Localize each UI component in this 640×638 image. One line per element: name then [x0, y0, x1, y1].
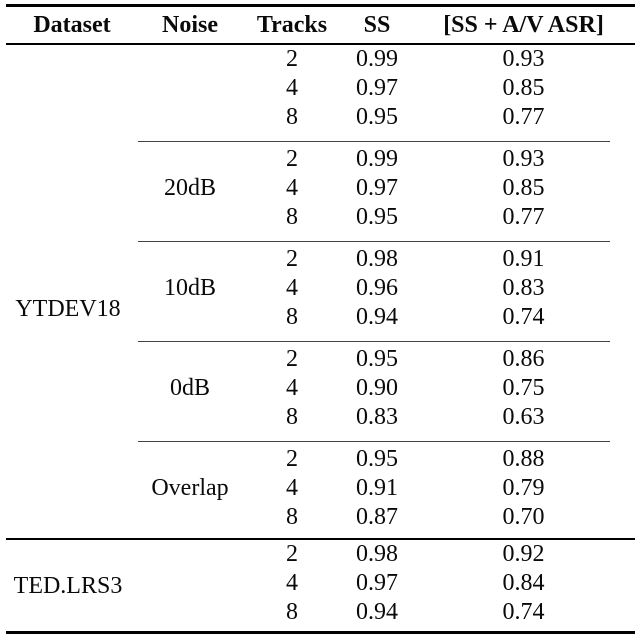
tracks-cell: 2: [286, 46, 298, 72]
group-10db: 2 0.98 0.91 10dB 4 0.96 0.83 8 0.94 0.74: [0, 245, 640, 332]
group-separator-rule: [138, 341, 610, 342]
ss-cell: 0.95: [356, 446, 398, 472]
table-row: 8 0.87 0.70: [6, 503, 635, 532]
table-row: 2 0.98 0.91: [6, 245, 635, 274]
ss-cell: 0.95: [356, 104, 398, 130]
asr-cell: 0.74: [502, 599, 545, 625]
tracks-cell: 2: [286, 446, 298, 472]
table-row: 4 0.97 0.85: [6, 74, 635, 103]
group-separator-rule: [138, 141, 610, 142]
table-row: 8 0.83 0.63: [6, 403, 635, 432]
tracks-cell: 4: [286, 75, 298, 101]
asr-cell: 0.91: [502, 246, 545, 272]
asr-cell: 0.93: [502, 46, 545, 72]
tracks-cell: 2: [286, 146, 298, 172]
asr-cell: 0.77: [502, 204, 545, 230]
table-row: 0dB 4 0.90 0.75: [6, 374, 635, 403]
column-header-ss: SS: [363, 12, 391, 38]
asr-cell: 0.92: [502, 541, 545, 567]
tracks-cell: 8: [286, 404, 298, 430]
dataset-label-ytdev18: YTDEV18: [15, 296, 121, 322]
tracks-cell: 8: [286, 504, 298, 530]
section-separator-rule: [6, 538, 635, 540]
group-20db: 2 0.99 0.93 20dB 4 0.97 0.85 8 0.95 0.77: [0, 145, 640, 232]
noise-label: 10dB: [163, 275, 216, 301]
table-row: 2 0.99 0.93: [6, 145, 635, 174]
ss-cell: 0.83: [356, 404, 398, 430]
tracks-cell: 2: [286, 246, 298, 272]
table-row: 2 0.95 0.88: [6, 445, 635, 474]
table-row: 8 0.95 0.77: [6, 203, 635, 232]
ss-cell: 0.97: [356, 175, 398, 201]
column-header-tracks: Tracks: [256, 12, 328, 38]
table-row: 20dB 4 0.97 0.85: [6, 174, 635, 203]
tracks-cell: 8: [286, 599, 298, 625]
tracks-cell: 4: [286, 275, 298, 301]
ss-cell: 0.94: [356, 599, 398, 625]
tracks-cell: 8: [286, 304, 298, 330]
asr-cell: 0.75: [502, 375, 545, 401]
column-header-noise: Noise: [162, 12, 218, 38]
asr-cell: 0.85: [502, 175, 545, 201]
asr-cell: 0.85: [502, 75, 545, 101]
noise-label: 0dB: [169, 375, 210, 401]
tracks-cell: 8: [286, 204, 298, 230]
ss-cell: 0.97: [356, 570, 398, 596]
ss-cell: 0.95: [356, 204, 398, 230]
table-top-rule: [6, 4, 635, 7]
ss-cell: 0.95: [356, 346, 398, 372]
table-bottom-rule: [6, 631, 635, 634]
group-separator-rule: [138, 441, 610, 442]
table-row: 8 0.94 0.74: [6, 598, 635, 627]
tracks-cell: 2: [286, 346, 298, 372]
asr-cell: 0.93: [502, 146, 545, 172]
header-separator-rule: [6, 43, 635, 45]
table-row: 10dB 4 0.96 0.83: [6, 274, 635, 303]
table-row: Overlap 4 0.91 0.79: [6, 474, 635, 503]
tracks-cell: 4: [286, 375, 298, 401]
column-header-dataset: Dataset: [33, 12, 111, 38]
asr-cell: 0.77: [502, 104, 545, 130]
asr-cell: 0.88: [502, 446, 545, 472]
table-row: 8 0.94 0.74: [6, 303, 635, 332]
ss-cell: 0.91: [356, 475, 398, 501]
ss-cell: 0.98: [356, 541, 398, 567]
dataset-label-tedlrs3: TED.LRS3: [13, 573, 123, 599]
table-row: 4 0.97 0.84: [6, 569, 635, 598]
tracks-cell: 4: [286, 475, 298, 501]
tracks-cell: 4: [286, 175, 298, 201]
ss-cell: 0.90: [356, 375, 398, 401]
tracks-cell: 8: [286, 104, 298, 130]
asr-cell: 0.84: [502, 570, 545, 596]
group-separator-rule: [138, 241, 610, 242]
table-header-row: Dataset Noise Tracks SS [SS + A/V ASR]: [6, 7, 635, 43]
ss-cell: 0.98: [356, 246, 398, 272]
column-header-ss-av-asr: [SS + A/V ASR]: [443, 12, 604, 38]
ss-cell: 0.87: [356, 504, 398, 530]
asr-cell: 0.79: [502, 475, 545, 501]
tracks-cell: 2: [286, 541, 298, 567]
ss-cell: 0.96: [356, 275, 398, 301]
asr-cell: 0.83: [502, 275, 545, 301]
group-tedlrs3: 2 0.98 0.92 4 0.97 0.84 8 0.94 0.74: [0, 540, 640, 627]
table-row: 2 0.99 0.93: [6, 45, 635, 74]
group-clean: 2 0.99 0.93 4 0.97 0.85 8 0.95 0.77: [0, 45, 640, 132]
tracks-cell: 4: [286, 570, 298, 596]
table-row: 8 0.95 0.77: [6, 103, 635, 132]
group-overlap: 2 0.95 0.88 Overlap 4 0.91 0.79 8 0.87 0…: [0, 445, 640, 532]
ss-cell: 0.99: [356, 146, 398, 172]
ss-cell: 0.94: [356, 304, 398, 330]
noise-label: 20dB: [163, 175, 216, 201]
asr-cell: 0.70: [502, 504, 545, 530]
asr-cell: 0.74: [502, 304, 545, 330]
table-row: 2 0.95 0.86: [6, 345, 635, 374]
asr-cell: 0.86: [502, 346, 545, 372]
ss-cell: 0.99: [356, 46, 398, 72]
group-0db: 2 0.95 0.86 0dB 4 0.90 0.75 8 0.83 0.63: [0, 345, 640, 432]
ss-cell: 0.97: [356, 75, 398, 101]
noise-label: Overlap: [151, 475, 229, 501]
asr-cell: 0.63: [502, 404, 545, 430]
table-row: 2 0.98 0.92: [6, 540, 635, 569]
